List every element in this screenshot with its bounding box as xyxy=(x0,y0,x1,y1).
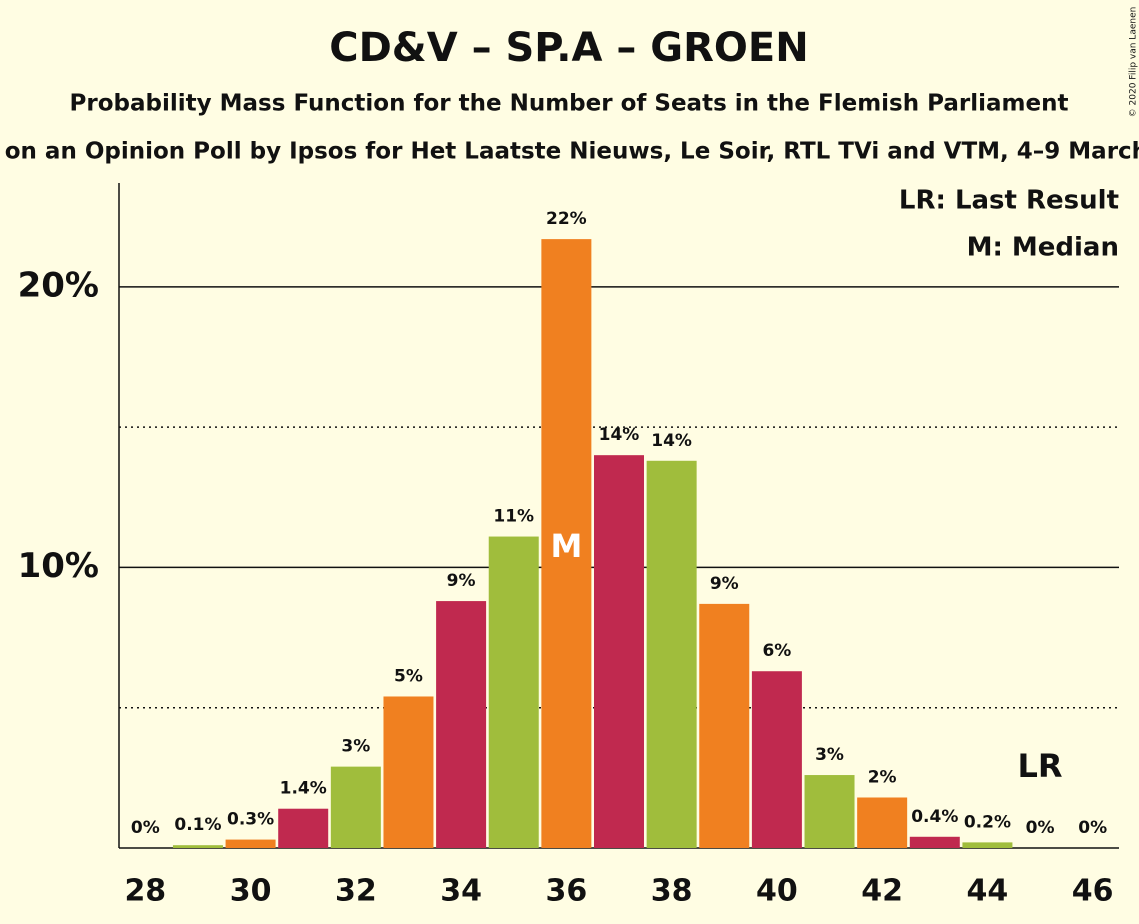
x-tick-label: 28 xyxy=(124,874,166,909)
bar xyxy=(383,696,434,848)
x-tick-label: 46 xyxy=(1072,874,1114,909)
x-tick-label: 42 xyxy=(861,874,903,909)
bar xyxy=(699,603,750,848)
value-label: 14% xyxy=(651,431,692,451)
value-label: 0% xyxy=(131,818,160,838)
legend-entry: LR: Last Result xyxy=(899,186,1119,216)
value-label: 14% xyxy=(599,425,640,445)
bar xyxy=(804,775,855,848)
value-label: 0.2% xyxy=(964,812,1011,832)
last-result-marker: LR xyxy=(1018,747,1063,785)
x-tick-label: 30 xyxy=(230,874,272,909)
value-label: 9% xyxy=(447,571,476,591)
x-tick-label: 40 xyxy=(756,874,798,909)
x-tick-label: 44 xyxy=(967,874,1009,909)
x-tick-label: 38 xyxy=(651,874,693,909)
value-label: 1.4% xyxy=(280,779,327,799)
bar xyxy=(436,601,487,848)
value-label: 0.1% xyxy=(174,815,221,835)
y-tick-label: 20% xyxy=(18,265,99,305)
bar xyxy=(278,808,329,848)
value-label: 0% xyxy=(1026,818,1055,838)
x-tick-label: 36 xyxy=(545,874,587,909)
value-label: 22% xyxy=(546,209,587,229)
chart-title: CD&V – SP.A – GROEN xyxy=(329,25,808,71)
x-tick-label: 34 xyxy=(440,874,482,909)
bar xyxy=(962,842,1013,848)
x-tick-label: 32 xyxy=(335,874,377,909)
value-label: 0% xyxy=(1078,818,1107,838)
bar xyxy=(225,839,276,848)
y-tick-label: 10% xyxy=(18,546,99,586)
bar xyxy=(330,766,381,848)
chart-source: Based on an Opinion Poll by Ipsos for He… xyxy=(0,139,1139,165)
value-label: 2% xyxy=(868,767,897,787)
median-marker: M xyxy=(550,527,582,565)
value-label: 6% xyxy=(762,641,791,661)
legend-entry: M: Median xyxy=(967,233,1119,263)
bar xyxy=(857,797,908,848)
bar xyxy=(909,836,960,848)
value-label: 11% xyxy=(493,507,534,527)
value-label: 3% xyxy=(341,737,370,757)
copyright: © 2020 Filip van Laenen xyxy=(1129,7,1139,118)
value-label: 5% xyxy=(394,666,423,686)
bar xyxy=(488,536,539,848)
value-label: 0.4% xyxy=(911,807,958,827)
bar xyxy=(172,845,223,848)
bar xyxy=(646,460,697,848)
bar xyxy=(541,239,592,848)
chart-subtitle: Probability Mass Function for the Number… xyxy=(70,91,1069,117)
bar xyxy=(594,455,644,848)
value-label: 9% xyxy=(710,574,739,594)
bar xyxy=(751,671,802,848)
value-label: 0.3% xyxy=(227,810,274,830)
value-label: 3% xyxy=(815,745,844,765)
